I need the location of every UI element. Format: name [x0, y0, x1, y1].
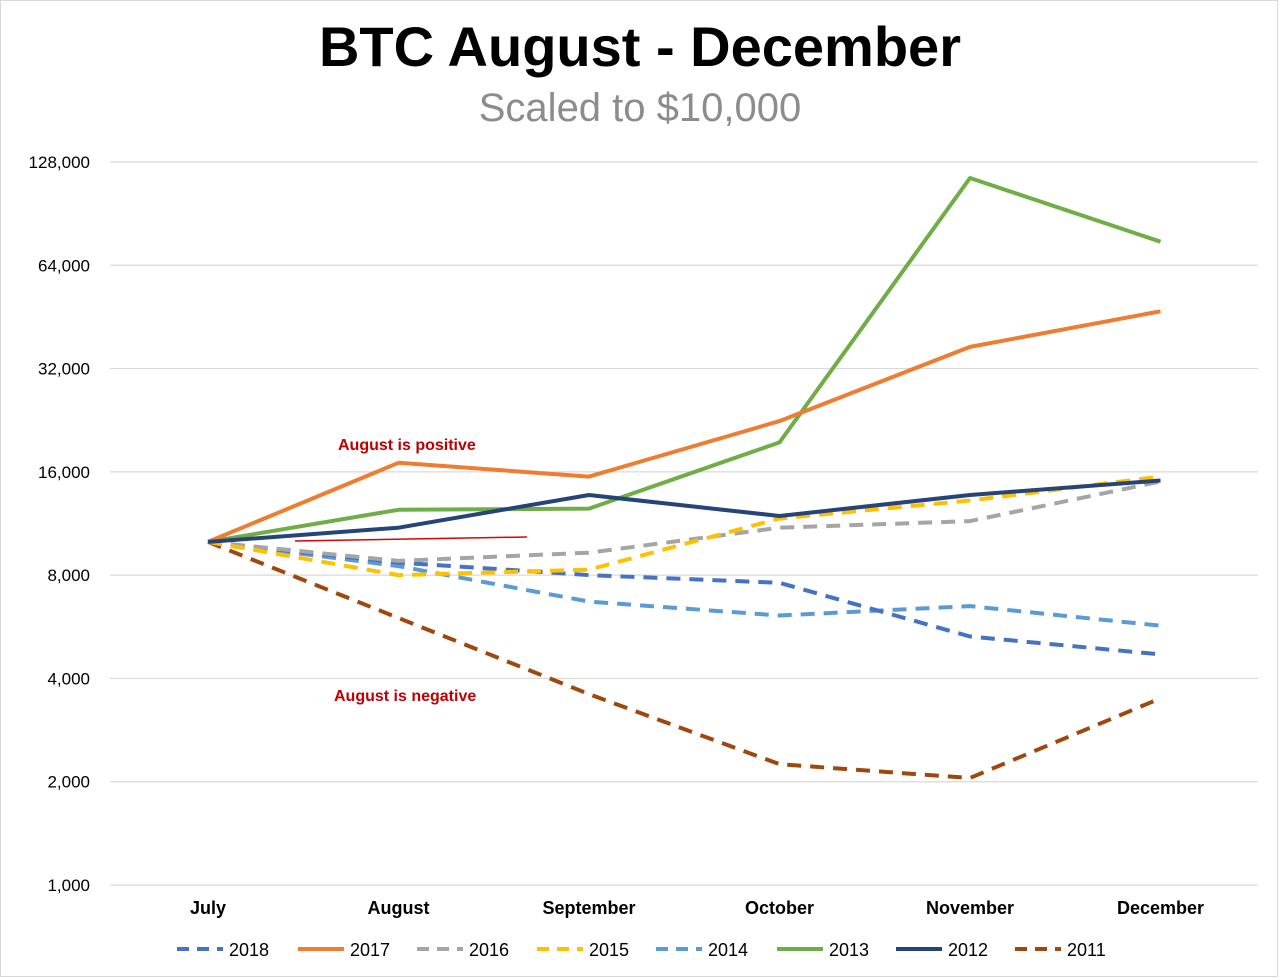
- series-line-2017: [207, 309, 1161, 544]
- y-tick-label: 4,000: [47, 669, 90, 688]
- x-tick-label: November: [926, 898, 1014, 918]
- series-line-2018: [207, 539, 1161, 657]
- legend-label-2014: 2014: [708, 940, 748, 960]
- annotation-august-negative: August is negative: [334, 688, 477, 705]
- gridlines: [110, 161, 1258, 886]
- chart-title: BTC August - December: [318, 15, 961, 78]
- x-tick-label: September: [542, 898, 635, 918]
- legend: 2018 2017 2016 2015 2014 2013 2012 2011: [177, 940, 1106, 960]
- y-tick-label: 32,000: [38, 360, 90, 379]
- y-tick-label: 2,000: [47, 773, 90, 792]
- x-tick-label: July: [190, 898, 226, 918]
- legend-label-2012: 2012: [948, 940, 988, 960]
- y-tick-label: 16,000: [38, 463, 90, 482]
- legend-label-2017: 2017: [350, 940, 390, 960]
- x-tick-labels: July August September October November Decemb…: [190, 898, 1204, 918]
- series-line-2015: [207, 474, 1161, 578]
- series-line-2012: [207, 478, 1161, 544]
- august-divider-line: [294, 536, 528, 542]
- y-tick-label: 128,000: [29, 153, 90, 172]
- y-tick-label: 8,000: [47, 566, 90, 585]
- annotation-august-positive: August is positive: [338, 437, 476, 454]
- chart-subtitle: Scaled to $10,000: [478, 86, 802, 130]
- series-lines: [207, 176, 1162, 780]
- legend-label-2015: 2015: [589, 940, 629, 960]
- series-line-2016: [207, 479, 1161, 563]
- y-tick-labels: 1,000 2,000 4,000 8,000 16,000 32,000 64,000 12…: [29, 153, 90, 895]
- legend-label-2011: 2011: [1067, 940, 1106, 960]
- series-line-2013: [207, 176, 1162, 544]
- x-tick-label: October: [745, 898, 814, 918]
- y-tick-label: 1,000: [47, 876, 90, 895]
- legend-label-2013: 2013: [829, 940, 869, 960]
- x-tick-label: December: [1117, 898, 1204, 918]
- x-tick-label: August: [368, 898, 430, 918]
- y-tick-label: 64,000: [38, 256, 90, 275]
- legend-label-2018: 2018: [229, 940, 269, 960]
- series-line-2011: [207, 540, 1162, 780]
- legend-label-2016: 2016: [469, 940, 509, 960]
